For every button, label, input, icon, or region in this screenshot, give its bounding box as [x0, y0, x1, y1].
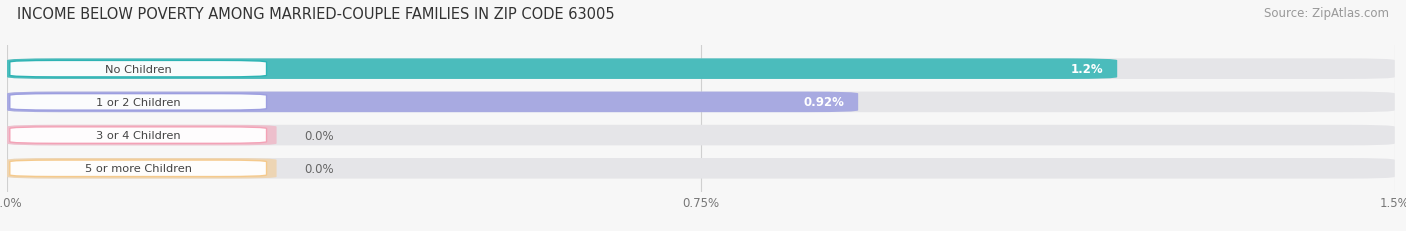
Text: 0.0%: 0.0% [304, 162, 335, 175]
FancyBboxPatch shape [10, 160, 267, 177]
FancyBboxPatch shape [7, 158, 277, 179]
FancyBboxPatch shape [7, 59, 1118, 80]
Text: 3 or 4 Children: 3 or 4 Children [96, 131, 180, 140]
Text: INCOME BELOW POVERTY AMONG MARRIED-COUPLE FAMILIES IN ZIP CODE 63005: INCOME BELOW POVERTY AMONG MARRIED-COUPL… [17, 7, 614, 22]
Text: No Children: No Children [105, 64, 172, 74]
FancyBboxPatch shape [10, 127, 267, 144]
FancyBboxPatch shape [7, 92, 858, 113]
Text: Source: ZipAtlas.com: Source: ZipAtlas.com [1264, 7, 1389, 20]
FancyBboxPatch shape [7, 125, 277, 146]
FancyBboxPatch shape [7, 59, 1395, 80]
Text: 0.0%: 0.0% [304, 129, 335, 142]
FancyBboxPatch shape [10, 61, 267, 78]
FancyBboxPatch shape [7, 158, 1395, 179]
Text: 1.2%: 1.2% [1071, 63, 1104, 76]
Text: 0.92%: 0.92% [803, 96, 844, 109]
FancyBboxPatch shape [7, 92, 1395, 113]
Text: 5 or more Children: 5 or more Children [84, 164, 191, 173]
FancyBboxPatch shape [10, 94, 267, 111]
Text: 1 or 2 Children: 1 or 2 Children [96, 97, 180, 107]
FancyBboxPatch shape [7, 125, 1395, 146]
